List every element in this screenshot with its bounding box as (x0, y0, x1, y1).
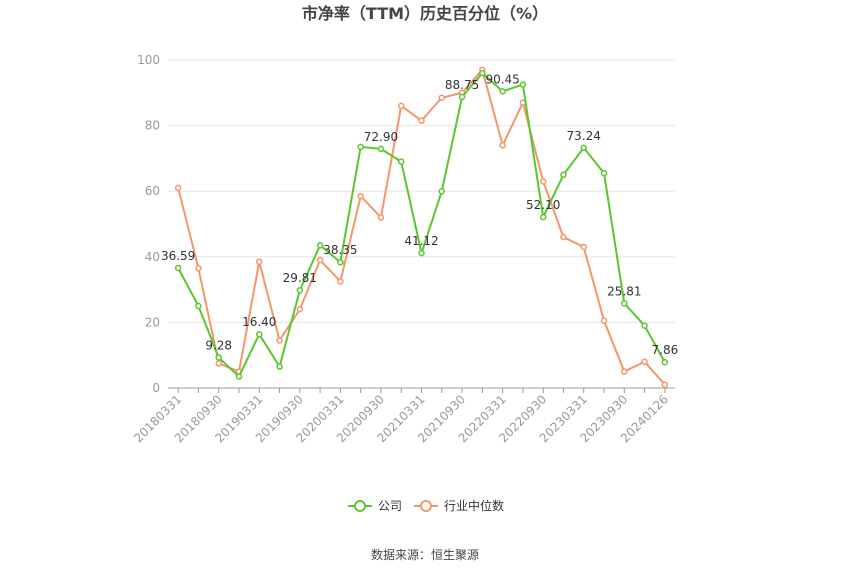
legend-label: 行业中位数 (444, 498, 504, 513)
value-label: 41.12 (404, 234, 438, 248)
y-tick-label: 40 (145, 250, 160, 264)
point (215, 354, 222, 361)
y-tick-label: 100 (137, 53, 160, 67)
point (499, 142, 506, 149)
point (641, 322, 648, 329)
point (560, 171, 567, 179)
point (296, 286, 304, 294)
point (661, 358, 669, 366)
value-label: 29.81 (283, 271, 317, 285)
point (600, 317, 608, 325)
point (397, 102, 405, 110)
value-label: 38.35 (323, 243, 357, 257)
point (276, 337, 283, 344)
value-label: 16.40 (242, 315, 276, 329)
point (418, 249, 425, 257)
point (256, 330, 263, 338)
point (580, 144, 587, 152)
point (661, 381, 669, 388)
value-label: 7.86 (652, 343, 679, 357)
y-tick-label: 60 (145, 184, 160, 198)
value-label: 25.81 (607, 284, 641, 298)
value-label: 52.10 (526, 198, 560, 212)
point (337, 258, 344, 266)
legend-marker (354, 500, 366, 512)
point (256, 258, 263, 265)
point (539, 178, 547, 185)
point (641, 358, 648, 366)
point (560, 233, 567, 241)
point (337, 278, 344, 285)
point (458, 93, 466, 101)
point (357, 143, 364, 151)
point (235, 373, 243, 380)
point (621, 368, 628, 375)
point (397, 158, 405, 165)
value-label: 72.90 (364, 130, 398, 144)
point (316, 256, 324, 264)
point (621, 300, 628, 307)
point (580, 243, 587, 251)
y-tick-label: 20 (145, 315, 160, 329)
point (600, 169, 608, 177)
point (195, 302, 202, 310)
point (377, 214, 385, 221)
point (519, 81, 527, 88)
point (438, 187, 446, 195)
point (499, 88, 506, 95)
point (438, 94, 446, 101)
point (316, 242, 324, 249)
point (296, 306, 304, 313)
value-label: 88.75 (445, 78, 479, 92)
value-label: 9.28 (205, 339, 232, 353)
series-line (177, 67, 666, 386)
point (195, 265, 202, 272)
point (174, 264, 182, 272)
point (276, 363, 283, 370)
value-label: 36.59 (161, 249, 195, 263)
point (174, 184, 182, 192)
y-tick-label: 80 (145, 119, 160, 133)
y-tick-label: 0 (152, 381, 160, 395)
chart-title: 市净率（TTM）历史百分位（%） (302, 4, 548, 23)
point (377, 145, 385, 153)
legend-label: 公司 (378, 499, 402, 513)
point (539, 213, 547, 221)
point (418, 117, 425, 124)
point (479, 69, 486, 77)
point (357, 192, 364, 200)
legend-marker (420, 500, 432, 512)
value-label: 73.24 (567, 129, 601, 143)
point (215, 360, 222, 367)
value-label: 90.45 (485, 72, 519, 86)
source: 数据来源：恒生聚源 (371, 547, 479, 562)
